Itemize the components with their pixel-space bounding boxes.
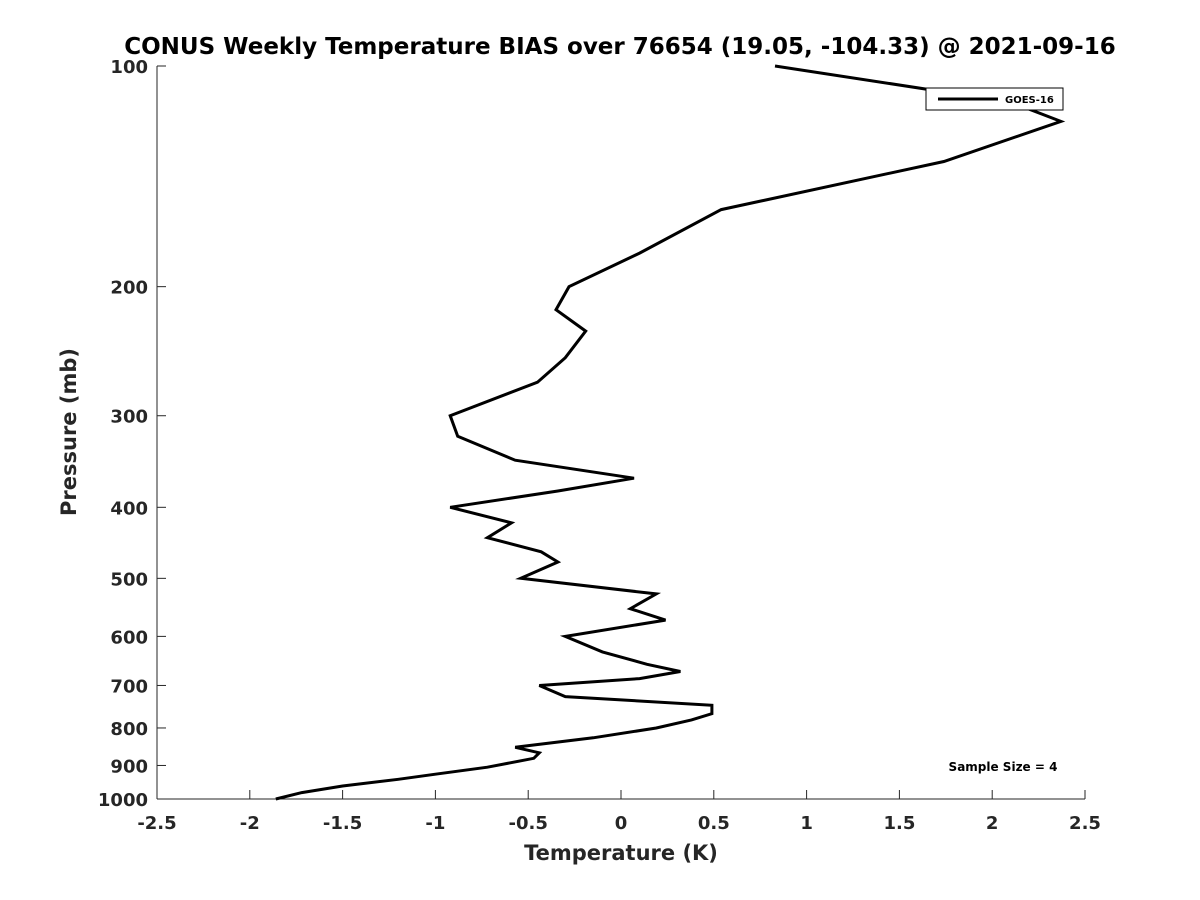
legend-entry-label: GOES-16: [1005, 95, 1054, 106]
x-tick-label: 0.5: [698, 813, 730, 834]
chart-title: CONUS Weekly Temperature BIAS over 76654…: [124, 34, 1115, 60]
y-tick-label: 800: [110, 719, 148, 740]
y-tick-label: 900: [110, 756, 148, 777]
legend: GOES-16: [925, 87, 1064, 111]
y-tick-label: 1000: [98, 790, 148, 811]
y-tick-label: 100: [110, 57, 148, 78]
x-tick-label: 1.5: [883, 813, 915, 834]
x-tick-label: -1: [425, 813, 445, 834]
x-tick-label: 2.5: [1069, 813, 1101, 834]
y-tick-label: 700: [110, 676, 148, 697]
y-tick-label: 600: [110, 627, 148, 648]
y-tick-label: 400: [110, 498, 148, 519]
y-tick-label: 500: [110, 569, 148, 590]
x-tick-label: -2: [240, 813, 260, 834]
x-tick-label: -0.5: [509, 813, 548, 834]
y-tick-label: 200: [110, 278, 148, 299]
series-group: [275, 64, 1066, 801]
x-tick-label: 2: [986, 813, 999, 834]
series-line-goes-16: [275, 64, 1066, 801]
x-tick-label: 1: [800, 813, 813, 834]
axes: -2.5 -2 -1.5 -1 -0.5 0 0.5 1 1.5 2 2.5 100 200 300 400…: [98, 57, 1101, 834]
sample-size-annotation: Sample Size = 4: [949, 760, 1058, 774]
plot-area: [157, 66, 1085, 799]
y-axis-label: Pressure (mb): [57, 348, 81, 516]
x-tick-label: -1.5: [323, 813, 362, 834]
x-tick-label: -2.5: [137, 813, 176, 834]
x-axis-label: Temperature (K): [524, 841, 718, 865]
x-tick-label: 0: [615, 813, 628, 834]
y-tick-label: 300: [110, 407, 148, 428]
